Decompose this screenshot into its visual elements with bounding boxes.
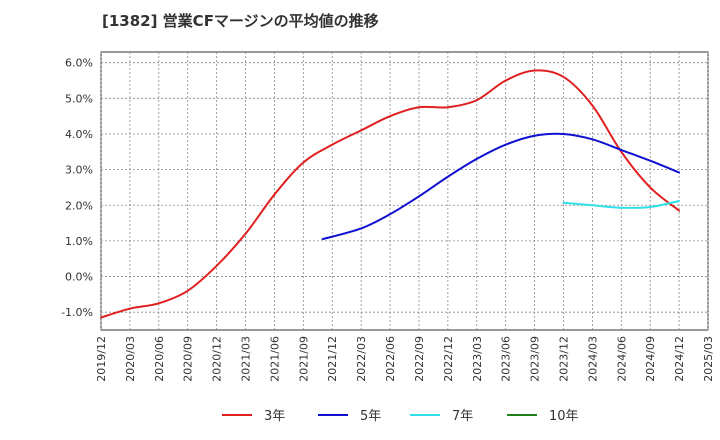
chart-title: [1382] 営業CFマージンの平均値の推移 bbox=[102, 12, 379, 30]
series-line bbox=[100, 69, 681, 319]
legend: 3年 5年 7年 10年 bbox=[222, 409, 579, 424]
x-tick-label: 2022/03 bbox=[355, 336, 368, 382]
x-tick-label: 2019/12 bbox=[95, 336, 108, 382]
x-tick-label: 2020/06 bbox=[153, 336, 166, 382]
y-tick-label: 4.0% bbox=[65, 128, 93, 141]
y-tick-label: 5.0% bbox=[65, 92, 93, 105]
legend-label: 10年 bbox=[549, 409, 579, 424]
y-tick-label: 2.0% bbox=[65, 199, 93, 212]
x-tick-label: 2020/09 bbox=[182, 336, 195, 382]
y-axis: -1.0% 0.0% 1.0% 2.0% 3.0% 4.0% 5.0% 6.0% bbox=[61, 57, 93, 319]
series-line bbox=[321, 132, 681, 241]
x-tick-label: 2022/06 bbox=[384, 336, 397, 382]
series-line bbox=[562, 199, 681, 209]
x-tick-label: 2025/03 bbox=[702, 336, 715, 382]
grid-lines bbox=[100, 52, 709, 330]
y-tick-label: 3.0% bbox=[65, 164, 93, 177]
x-tick-label: 2020/12 bbox=[211, 336, 224, 382]
y-tick-label: 0.0% bbox=[65, 271, 93, 284]
x-tick-label: 2023/12 bbox=[557, 336, 570, 382]
x-tick-label: 2024/09 bbox=[644, 336, 657, 382]
x-tick-label: 2022/12 bbox=[442, 336, 455, 382]
x-tick-label: 2023/06 bbox=[500, 336, 513, 382]
x-tick-label: 2023/09 bbox=[529, 336, 542, 382]
x-tick-label: 2024/06 bbox=[615, 336, 628, 382]
x-tick-label: 2024/12 bbox=[673, 336, 686, 382]
x-tick-label: 2021/06 bbox=[268, 336, 281, 382]
x-tick-label: 2023/03 bbox=[471, 336, 484, 382]
x-tick-label: 2022/09 bbox=[413, 336, 426, 382]
legend-label: 5年 bbox=[360, 409, 381, 424]
y-tick-label: 6.0% bbox=[65, 57, 93, 70]
x-tick-label: 2021/09 bbox=[297, 336, 310, 382]
series-lines bbox=[100, 69, 681, 319]
x-tick-label: 2021/12 bbox=[326, 336, 339, 382]
legend-label: 7年 bbox=[452, 409, 473, 424]
x-tick-label: 2024/03 bbox=[586, 336, 599, 382]
x-axis: 2019/12 2020/03 2020/06 2020/09 2020/12 2021/… bbox=[95, 336, 715, 382]
x-tick-label: 2021/03 bbox=[240, 336, 253, 382]
x-tick-label: 2020/03 bbox=[124, 336, 137, 382]
y-tick-label: 1.0% bbox=[65, 235, 93, 248]
y-tick-label: -1.0% bbox=[61, 306, 93, 319]
legend-label: 3年 bbox=[264, 409, 285, 424]
